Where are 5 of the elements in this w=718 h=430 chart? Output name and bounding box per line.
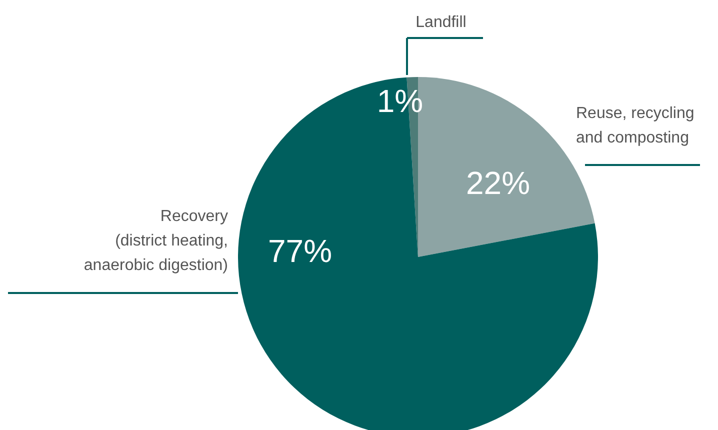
slice-label: Landfill	[416, 14, 466, 31]
slice-label: Recovery (district heating, anaerobic digestion)	[84, 208, 228, 274]
data-label: 22%	[466, 165, 530, 201]
slice-label: Reuse, recycling and composting	[576, 105, 694, 146]
data-label: 77%	[268, 233, 332, 269]
